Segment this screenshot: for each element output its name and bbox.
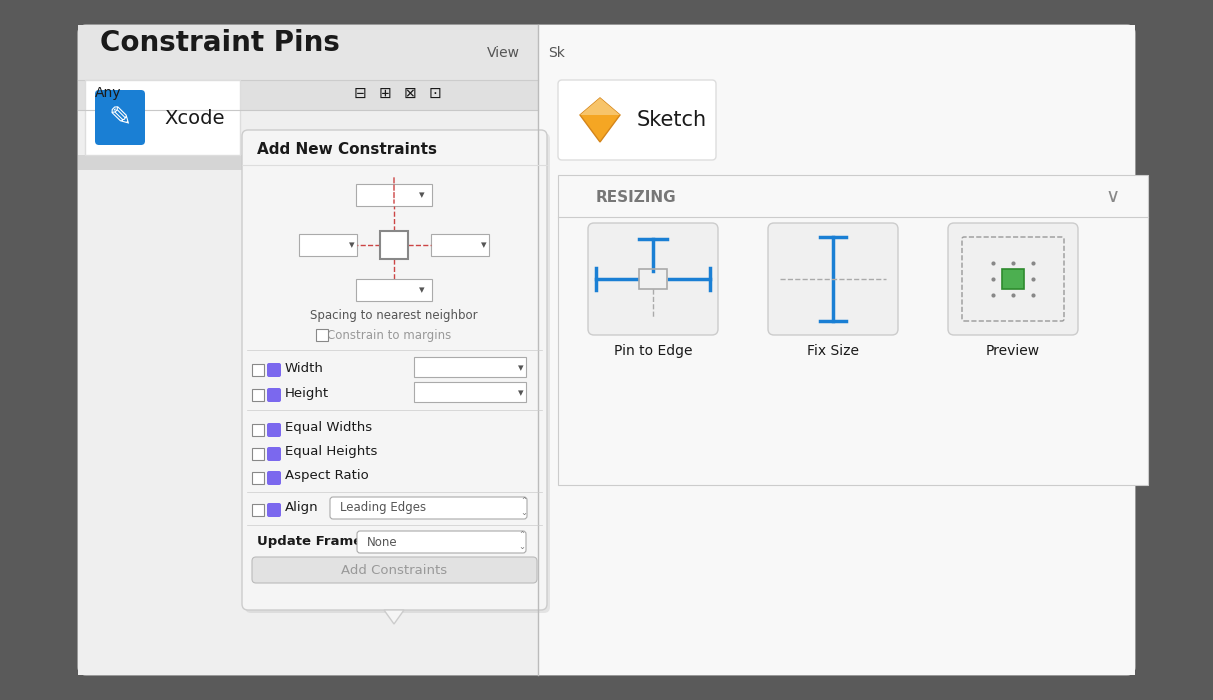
Text: Preview: Preview <box>986 344 1040 358</box>
FancyBboxPatch shape <box>949 223 1078 335</box>
Bar <box>252 389 264 401</box>
Text: ∨: ∨ <box>1106 188 1120 206</box>
Text: Pin to Edge: Pin to Edge <box>614 344 693 358</box>
Text: Sk: Sk <box>548 46 565 60</box>
Text: Fix Size: Fix Size <box>807 344 859 358</box>
Text: Equal Widths: Equal Widths <box>285 421 372 435</box>
Text: ✎: ✎ <box>108 104 132 132</box>
Bar <box>1002 269 1024 289</box>
Text: None: None <box>368 536 398 549</box>
FancyBboxPatch shape <box>267 423 281 437</box>
Polygon shape <box>580 98 620 142</box>
Bar <box>380 231 408 259</box>
Text: ▾: ▾ <box>349 240 355 250</box>
Text: Constraint Pins: Constraint Pins <box>99 29 340 57</box>
Bar <box>85 80 240 155</box>
Text: ▾: ▾ <box>518 388 524 398</box>
Bar <box>639 269 667 289</box>
Text: ▾: ▾ <box>482 240 486 250</box>
Text: Height: Height <box>285 386 329 400</box>
FancyBboxPatch shape <box>588 223 718 335</box>
Bar <box>317 329 328 341</box>
Text: Equal Heights: Equal Heights <box>285 445 377 458</box>
Text: ▾: ▾ <box>518 363 524 373</box>
Bar <box>78 25 539 675</box>
Bar <box>252 448 264 460</box>
Text: Add New Constraints: Add New Constraints <box>257 143 437 158</box>
Text: ▾: ▾ <box>420 285 425 295</box>
Text: Aspect Ratio: Aspect Ratio <box>285 470 369 482</box>
Text: Constrain to margins: Constrain to margins <box>326 328 451 342</box>
Text: Any: Any <box>95 86 121 100</box>
Bar <box>355 279 432 301</box>
FancyBboxPatch shape <box>267 363 281 377</box>
Text: Add Constraints: Add Constraints <box>341 564 448 577</box>
FancyBboxPatch shape <box>267 503 281 517</box>
Text: Sketch: Sketch <box>637 110 707 130</box>
Text: Xcode: Xcode <box>165 108 226 127</box>
FancyBboxPatch shape <box>330 497 526 519</box>
Bar <box>78 155 539 170</box>
Bar <box>252 472 264 484</box>
Text: View: View <box>486 46 520 60</box>
Text: ⊠: ⊠ <box>404 85 416 101</box>
FancyBboxPatch shape <box>95 90 146 145</box>
Bar <box>78 80 539 110</box>
Text: ⌃
⌄: ⌃ ⌄ <box>518 531 525 551</box>
Text: ⊞: ⊞ <box>378 85 392 101</box>
Bar <box>298 234 357 256</box>
Text: Leading Edges: Leading Edges <box>340 501 426 514</box>
Bar <box>431 234 489 256</box>
FancyBboxPatch shape <box>243 130 547 610</box>
Bar <box>539 25 1135 675</box>
Text: Spacing to nearest neighbor: Spacing to nearest neighbor <box>311 309 478 321</box>
Text: Width: Width <box>285 361 324 374</box>
Text: ⌃
⌄: ⌃ ⌄ <box>520 497 528 517</box>
FancyBboxPatch shape <box>357 531 526 553</box>
FancyBboxPatch shape <box>558 80 716 160</box>
Bar <box>355 184 432 206</box>
Polygon shape <box>580 98 620 115</box>
Bar <box>558 175 1147 485</box>
Text: Update Frames: Update Frames <box>257 536 370 549</box>
Text: ⊡: ⊡ <box>428 85 442 101</box>
Bar <box>414 382 526 402</box>
FancyBboxPatch shape <box>252 557 537 583</box>
FancyBboxPatch shape <box>267 447 281 461</box>
Polygon shape <box>385 610 404 624</box>
Bar <box>252 364 264 376</box>
Bar <box>252 504 264 516</box>
FancyBboxPatch shape <box>245 133 549 613</box>
FancyBboxPatch shape <box>267 471 281 485</box>
Bar <box>252 424 264 436</box>
FancyBboxPatch shape <box>768 223 898 335</box>
Text: Align: Align <box>285 501 319 514</box>
Text: RESIZING: RESIZING <box>596 190 677 204</box>
Text: ▾: ▾ <box>420 190 425 200</box>
Bar <box>78 25 539 80</box>
Bar <box>414 357 526 377</box>
Text: ⊟: ⊟ <box>354 85 366 101</box>
FancyBboxPatch shape <box>78 25 1135 675</box>
FancyBboxPatch shape <box>267 388 281 402</box>
